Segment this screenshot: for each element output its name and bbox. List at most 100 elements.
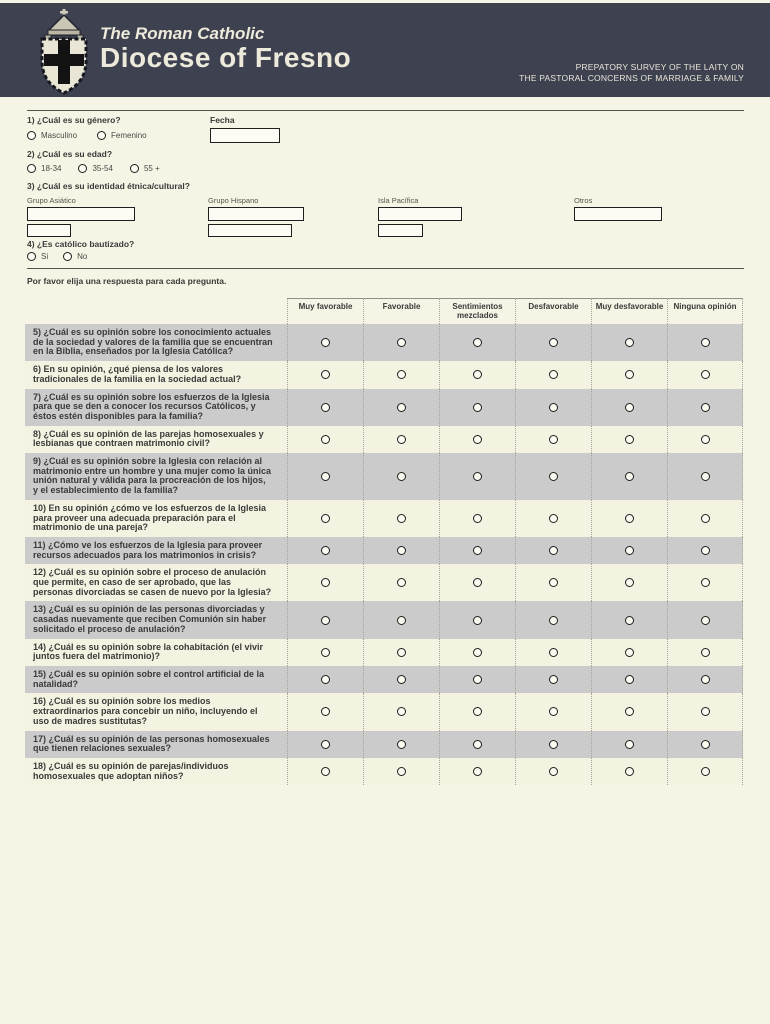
- answer-radio-sentimientos-mezclados[interactable]: [473, 513, 482, 523]
- age-18-34-radio-button[interactable]: [27, 164, 36, 173]
- answer-radio-desfavorable[interactable]: [549, 578, 558, 588]
- answer-radio-muy-favorable[interactable]: [321, 338, 330, 348]
- answer-radio-ninguna-opinion[interactable]: [700, 739, 710, 749]
- answer-radio-muy-favorable[interactable]: [321, 546, 330, 556]
- answer-radio-ninguna-opinion[interactable]: [700, 338, 710, 348]
- answer-radio-muy-desfavorable[interactable]: [625, 370, 634, 380]
- answer-radio-desfavorable[interactable]: [549, 513, 558, 523]
- answer-radio-sentimientos-mezclados[interactable]: [473, 739, 482, 749]
- fecha-input[interactable]: [210, 128, 280, 143]
- answer-radio-favorable[interactable]: [397, 647, 406, 657]
- answer-radio-desfavorable[interactable]: [549, 767, 558, 777]
- answer-radio-muy-favorable[interactable]: [321, 739, 330, 749]
- answer-radio-ninguna-opinion[interactable]: [700, 707, 710, 717]
- answer-radio-muy-desfavorable[interactable]: [625, 402, 634, 412]
- answer-radio-sentimientos-mezclados[interactable]: [473, 675, 482, 685]
- answer-radio-favorable[interactable]: [397, 615, 406, 625]
- answer-radio-favorable[interactable]: [397, 546, 406, 556]
- gender-femenino-radio-button[interactable]: [97, 131, 107, 140]
- ethnic-group-grupo-asiatico-input-1[interactable]: [27, 207, 135, 221]
- answer-radio-muy-desfavorable[interactable]: [625, 546, 634, 556]
- answer-radio-muy-desfavorable[interactable]: [625, 434, 634, 444]
- answer-radio-sentimientos-mezclados[interactable]: [473, 546, 482, 556]
- answer-radio-favorable[interactable]: [397, 707, 406, 717]
- answer-radio-desfavorable[interactable]: [549, 370, 558, 380]
- answer-radio-muy-favorable[interactable]: [321, 434, 330, 444]
- answer-radio-ninguna-opinion[interactable]: [700, 471, 710, 481]
- answer-radio-muy-favorable[interactable]: [321, 675, 330, 685]
- answer-radio-muy-favorable[interactable]: [321, 615, 330, 625]
- answer-radio-desfavorable[interactable]: [549, 615, 558, 625]
- answer-radio-muy-favorable[interactable]: [321, 578, 330, 588]
- answer-radio-favorable[interactable]: [397, 434, 406, 444]
- answer-radio-muy-favorable[interactable]: [321, 471, 330, 481]
- answer-radio-desfavorable[interactable]: [549, 434, 558, 444]
- answer-radio-favorable[interactable]: [397, 471, 406, 481]
- answer-radio-desfavorable[interactable]: [549, 707, 558, 717]
- answer-radio-sentimientos-mezclados[interactable]: [473, 707, 482, 717]
- answer-radio-ninguna-opinion[interactable]: [700, 434, 710, 444]
- answer-radio-sentimientos-mezclados[interactable]: [473, 434, 482, 444]
- answer-radio-muy-desfavorable[interactable]: [625, 615, 634, 625]
- answer-radio-sentimientos-mezclados[interactable]: [473, 647, 482, 657]
- answer-radio-ninguna-opinion[interactable]: [700, 615, 710, 625]
- answer-radio-desfavorable[interactable]: [549, 402, 558, 412]
- answer-radio-muy-favorable[interactable]: [321, 767, 330, 777]
- ethnic-group-isla-pacifica-input-1[interactable]: [378, 207, 462, 221]
- answer-radio-muy-desfavorable[interactable]: [625, 707, 634, 717]
- answer-radio-muy-favorable[interactable]: [321, 707, 330, 717]
- answer-radio-sentimientos-mezclados[interactable]: [473, 338, 482, 348]
- answer-radio-favorable[interactable]: [397, 402, 406, 412]
- answer-radio-favorable[interactable]: [397, 739, 406, 749]
- ethnic-group-isla-pacifica-input-2[interactable]: [378, 224, 423, 237]
- answer-radio-muy-desfavorable[interactable]: [625, 338, 634, 348]
- answer-radio-muy-favorable[interactable]: [321, 370, 330, 380]
- answer-radio-sentimientos-mezclados[interactable]: [473, 471, 482, 481]
- answer-radio-favorable[interactable]: [397, 370, 406, 380]
- gender-option-femenino: Femenino: [97, 131, 147, 140]
- answer-radio-muy-desfavorable[interactable]: [625, 471, 634, 481]
- age-35-54-radio-button[interactable]: [78, 164, 88, 173]
- ethnic-group-grupo-hispano-input-1[interactable]: [208, 207, 304, 221]
- age-55-radio-button[interactable]: [129, 164, 139, 173]
- answer-radio-favorable[interactable]: [397, 578, 406, 588]
- answer-radio-muy-desfavorable[interactable]: [625, 675, 634, 685]
- ethnic-group-otros-input-1[interactable]: [574, 207, 662, 221]
- answer-radio-muy-desfavorable[interactable]: [625, 739, 634, 749]
- answer-radio-ninguna-opinion[interactable]: [700, 578, 710, 588]
- answer-radio-muy-desfavorable[interactable]: [625, 767, 634, 777]
- baptized-no-radio-button[interactable]: [63, 252, 73, 261]
- answer-radio-favorable[interactable]: [397, 767, 406, 777]
- answer-radio-ninguna-opinion[interactable]: [700, 513, 710, 523]
- answer-radio-favorable[interactable]: [397, 513, 406, 523]
- ethnic-group-grupo-hispano-input-2[interactable]: [208, 224, 292, 237]
- answer-radio-ninguna-opinion[interactable]: [700, 546, 710, 556]
- ethnic-group-grupo-asiatico-input-2[interactable]: [27, 224, 71, 237]
- gender-masculino-radio-button[interactable]: [27, 131, 36, 140]
- answer-radio-sentimientos-mezclados[interactable]: [473, 615, 482, 625]
- answer-radio-ninguna-opinion[interactable]: [700, 402, 710, 412]
- answer-radio-muy-desfavorable[interactable]: [625, 513, 634, 523]
- answer-radio-desfavorable[interactable]: [549, 338, 558, 348]
- answer-radio-favorable[interactable]: [397, 675, 406, 685]
- answer-radio-desfavorable[interactable]: [549, 739, 558, 749]
- baptized-si-radio-button[interactable]: [27, 252, 36, 261]
- answer-radio-desfavorable[interactable]: [549, 471, 558, 481]
- answer-radio-muy-favorable[interactable]: [321, 513, 330, 523]
- answer-radio-sentimientos-mezclados[interactable]: [473, 578, 482, 588]
- answer-radio-sentimientos-mezclados[interactable]: [473, 402, 482, 412]
- answer-radio-muy-desfavorable[interactable]: [625, 578, 634, 588]
- answer-radio-desfavorable[interactable]: [549, 546, 558, 556]
- answer-radio-muy-favorable[interactable]: [321, 402, 330, 412]
- answer-radio-desfavorable[interactable]: [549, 647, 558, 657]
- answer-radio-sentimientos-mezclados[interactable]: [473, 767, 482, 777]
- answer-radio-muy-favorable[interactable]: [321, 647, 330, 657]
- answer-radio-ninguna-opinion[interactable]: [700, 675, 710, 685]
- answer-radio-ninguna-opinion[interactable]: [700, 647, 710, 657]
- answer-radio-ninguna-opinion[interactable]: [700, 767, 710, 777]
- answer-radio-favorable[interactable]: [397, 338, 406, 348]
- answer-radio-muy-desfavorable[interactable]: [625, 647, 634, 657]
- answer-radio-ninguna-opinion[interactable]: [700, 370, 710, 380]
- answer-radio-sentimientos-mezclados[interactable]: [473, 370, 482, 380]
- answer-radio-desfavorable[interactable]: [549, 675, 558, 685]
